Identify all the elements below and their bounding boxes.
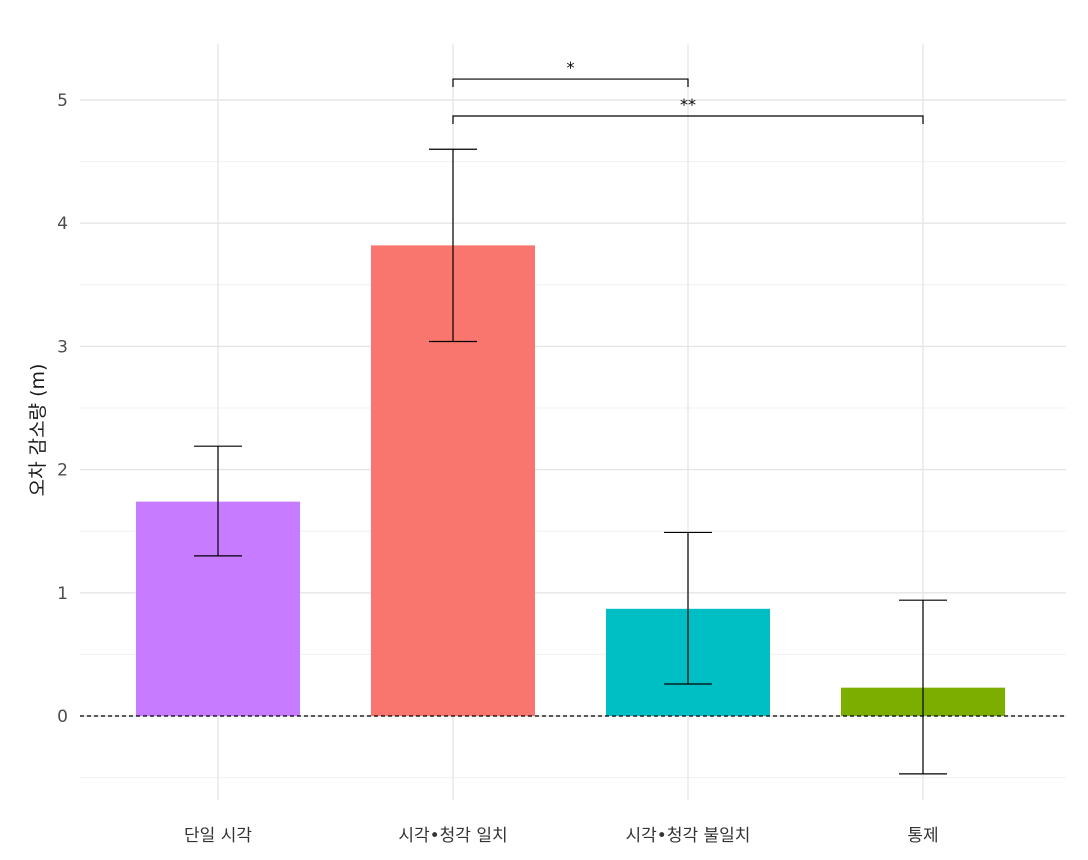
y-tick-label: 1 bbox=[57, 584, 68, 604]
x-axis-ticks: 단일 시각 시각•청각 일치 시각•청각 불일치 통제 bbox=[184, 826, 939, 846]
significance-label: ** bbox=[680, 95, 696, 114]
x-tick-label: 통제 bbox=[907, 826, 938, 846]
significance-bracket-1: * bbox=[452, 58, 689, 88]
bracket-line bbox=[452, 78, 689, 88]
y-tick-label: 2 bbox=[57, 461, 68, 481]
y-axis-label: 오차 감소량 (m) bbox=[27, 364, 49, 497]
y-tick-label: 3 bbox=[57, 337, 68, 357]
error-bar-3 bbox=[664, 531, 712, 685]
bars bbox=[136, 245, 1005, 716]
bracket-line bbox=[452, 115, 924, 125]
error-bar-1 bbox=[194, 445, 242, 557]
y-tick-label: 5 bbox=[57, 91, 68, 111]
significance-bracket-2: ** bbox=[452, 95, 924, 125]
y-tick-label: 0 bbox=[57, 707, 68, 727]
x-tick-label: 단일 시각 bbox=[184, 826, 252, 846]
error-bar-2 bbox=[429, 148, 477, 343]
significance-label: * bbox=[567, 58, 575, 77]
error-bar-4 bbox=[899, 599, 947, 775]
y-axis-ticks: 0 1 2 3 4 5 bbox=[57, 91, 68, 727]
significance-brackets: *** bbox=[452, 58, 924, 125]
x-tick-label: 시각•청각 일치 bbox=[398, 826, 507, 846]
error-bars bbox=[194, 148, 947, 775]
x-tick-label: 시각•청각 불일치 bbox=[626, 826, 751, 846]
y-tick-label: 4 bbox=[57, 214, 68, 234]
